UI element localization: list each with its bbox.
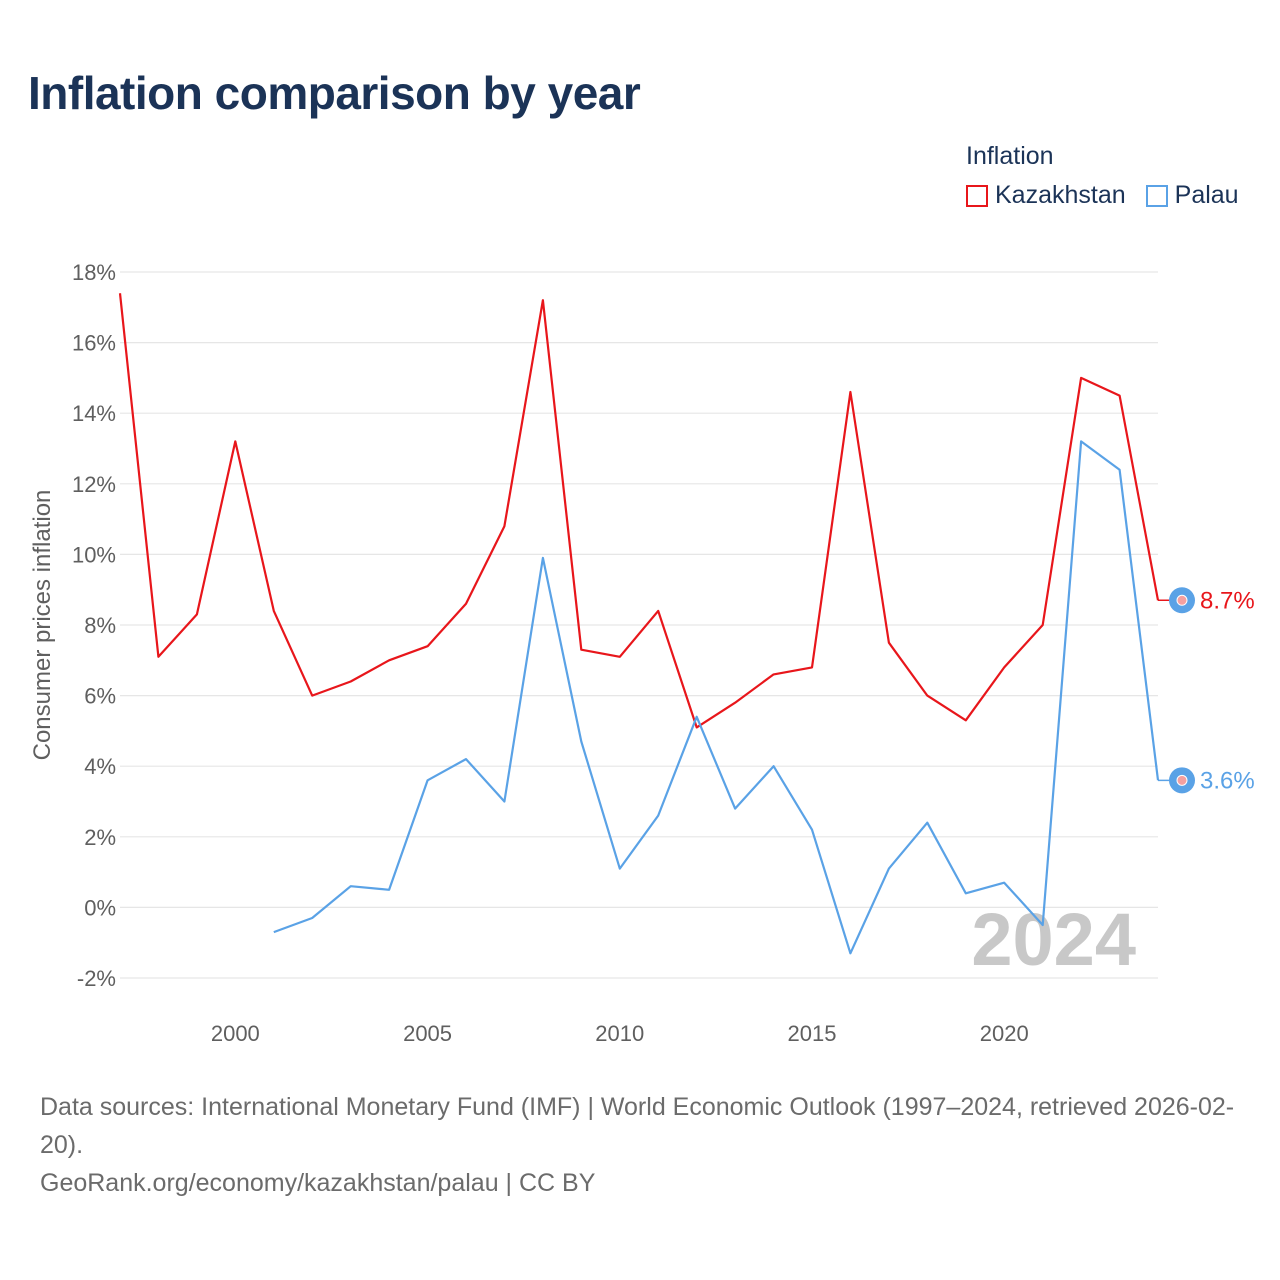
legend-title: Inflation [966,142,1054,170]
y-tick-label: 16% [72,331,116,356]
credit-line[interactable]: GeoRank.org/economy/kazakhstan/palau | C… [40,1169,596,1197]
end-marker-dot [1176,594,1188,606]
chart-title: Inflation comparison by year [28,67,641,119]
legend-swatch-kazakhstan [966,184,988,207]
legend-item-kazakhstan[interactable]: Kazakhstan [966,181,1126,210]
end-value-label-kazakhstan: 8.7% [1200,587,1255,614]
y-tick-label: 18% [72,260,116,285]
y-tick-label: -2% [77,966,116,991]
data-sources-note: Data sources: International Monetary Fun… [40,1093,1235,1159]
y-axis-title: Consumer prices inflation [29,490,56,761]
x-tick-label: 2020 [980,1021,1029,1046]
y-tick-label: 6% [84,684,116,709]
legend-label-kazakhstan: Kazakhstan [995,181,1126,209]
legend-swatch-palau [1145,184,1168,207]
y-tick-label: 14% [72,401,116,426]
end-value-label-palau: 3.6% [1200,767,1255,794]
y-tick-label: 4% [84,754,116,779]
x-tick-label: 2010 [595,1021,644,1046]
y-tick-label: 0% [84,895,116,920]
series-line-kazakhstan [118,293,1160,729]
legend-item-palau[interactable]: Palau [1145,181,1239,210]
year-watermark: 2024 [971,898,1136,981]
chart-plot: -2% 0% 2% 4% 6% 8% 10% 12% 14% 16% 18% 2000 2005 2010… [29,260,1255,1046]
x-tick-label: 2015 [788,1021,837,1046]
footer: Data sources: International Monetary Fun… [40,1088,1250,1202]
y-tick-label: 2% [84,825,116,850]
series-line-palau [273,440,1160,955]
x-tick-label: 2000 [211,1021,260,1046]
y-tick-label: 10% [72,542,116,567]
end-marker-dot [1176,774,1188,786]
y-tick-label: 12% [72,472,116,497]
x-tick-label: 2005 [403,1021,452,1046]
y-tick-label: 8% [84,613,116,638]
legend-label-palau: Palau [1174,181,1239,209]
legend: Inflation Kazakhstan Palau [966,142,1259,210]
